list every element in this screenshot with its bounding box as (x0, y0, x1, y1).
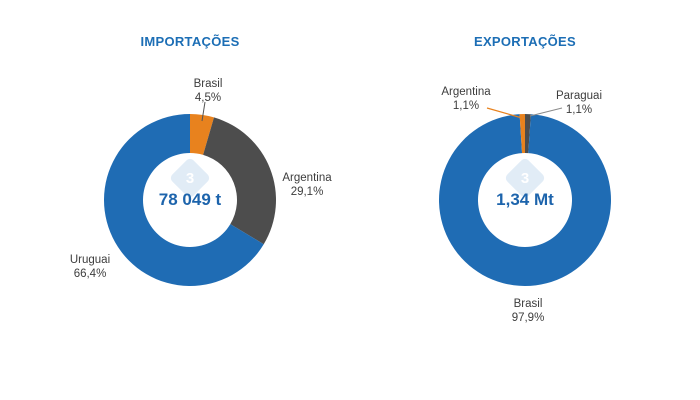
leader-line-brasil (201, 101, 206, 122)
leader-line-argentina (486, 107, 523, 119)
imports-center-value: 78 049 t (158, 190, 222, 209)
slice-label-name: Argentina (282, 172, 332, 184)
donut-slice-argentina (203, 117, 276, 245)
imports-chart-block: IMPORTAÇÕES 3 78 049 t Brasil 4,5% Argen… (25, 8, 355, 388)
donut-slice-argentina (519, 114, 525, 154)
slice-label-name: Paraguai (555, 90, 603, 102)
exports-donut-chart (439, 107, 611, 287)
donut-slice-uruguai (104, 114, 264, 286)
leader-line-paraguai (529, 107, 563, 117)
slice-label-pct: 66,4% (73, 267, 107, 280)
slice-label-argentina: Argentina 1,1% (441, 86, 490, 113)
slice-label-brasil: Brasil 4,5% (194, 78, 223, 105)
imports-chart-title: IMPORTAÇÕES (140, 34, 240, 49)
exports-donut-area: 3 1,34 Mt Argentina 1,1% Paraguai 1,1% B… (360, 52, 690, 362)
slice-label-pct: 97,9% (511, 311, 545, 324)
exports-chart-title: EXPORTAÇÕES (473, 34, 577, 49)
slice-label-pct: 29,1% (290, 185, 324, 198)
imports-donut-chart (104, 101, 276, 286)
exports-chart-block: EXPORTAÇÕES 3 1,34 Mt Argentina 1,1% Par… (360, 8, 690, 388)
imports-donut-area: 3 78 049 t Brasil 4,5% Argentina 29,1% U… (25, 52, 355, 362)
donut-slice-brasil (439, 114, 611, 287)
slice-label-pct: 4,5% (194, 91, 222, 104)
slice-label-name: Uruguai (69, 254, 111, 266)
slice-label-pct: 1,1% (452, 99, 480, 112)
donut-slice-brasil (190, 114, 214, 155)
slice-label-name: Argentina (441, 86, 491, 98)
slice-label-argentina: Argentina 29,1% (282, 172, 331, 199)
slice-label-pct: 1,1% (565, 103, 593, 116)
slice-label-brasil: Brasil 97,9% (512, 298, 545, 325)
exports-center-value: 1,34 Mt (496, 190, 554, 209)
donut-slice-paraguai (525, 114, 531, 154)
slice-label-name: Brasil (193, 78, 223, 90)
slice-label-uruguai: Uruguai 66,4% (70, 254, 110, 281)
slice-label-name: Brasil (513, 298, 543, 310)
slice-label-paraguai: Paraguai 1,1% (556, 90, 602, 117)
